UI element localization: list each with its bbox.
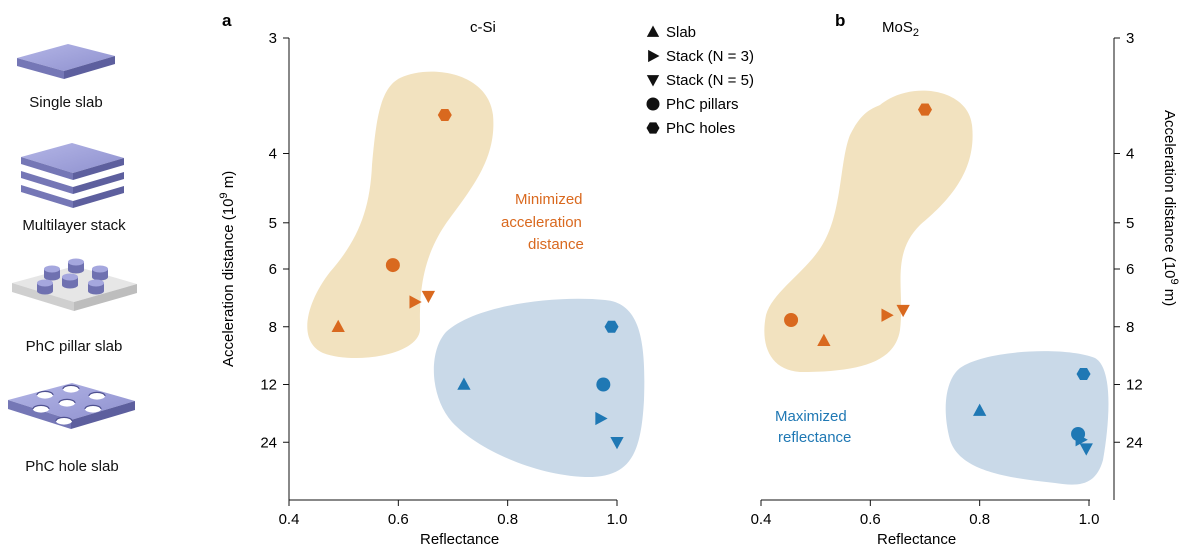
maximized-annotation: Maximized reflectance xyxy=(775,408,851,446)
panel-b-x-tick-label: 0.6 xyxy=(860,511,881,528)
multilayer-stack-label: Multilayer stack xyxy=(22,217,126,234)
legend: Slab Stack (N = 3) Stack (N = 5) PhC pil… xyxy=(646,24,754,137)
panel-b-y-tick-label: 5 xyxy=(1126,215,1134,232)
panel-a-x-ticks: 0.4 0.6 0.8 1.0 xyxy=(279,500,628,528)
panel-b-maximized-region xyxy=(945,351,1109,485)
panel-b-title: MoS2 xyxy=(882,19,919,39)
panel-b-point-circle-orange xyxy=(784,313,799,327)
panel-b-y-tick-label: 24 xyxy=(1126,434,1143,451)
panel-a-point-triangle-down-orange xyxy=(421,290,436,304)
panel-b-regions xyxy=(764,90,1109,485)
panel-a-title: c-Si xyxy=(470,19,496,36)
single-slab-label: Single slab xyxy=(29,94,103,111)
minimized-line-1: Minimized xyxy=(515,191,583,208)
hole-slab-illustration xyxy=(8,383,135,429)
panel-a-x-axis-label: Reflectance xyxy=(420,531,499,548)
panel-a-y-tick-label: 24 xyxy=(260,434,277,451)
pillar-slab-illustration xyxy=(12,258,137,311)
panel-b-points xyxy=(784,103,1093,456)
panel-a-point-triangle-right-orange xyxy=(409,295,422,309)
panel-b-point-triangle-down-orange xyxy=(896,304,910,318)
panel-b-point-hexagon-orange xyxy=(918,103,932,116)
panel-a-point-triangle-down-blue xyxy=(610,437,624,450)
panel-a-x-tick-label: 1.0 xyxy=(607,511,628,528)
panel-a-maximized-region xyxy=(433,298,645,478)
panel-b-point-triangle-up-orange xyxy=(817,333,831,346)
legend-marker-hexagon xyxy=(646,122,660,134)
panel-b-y-axis-label: Acceleration distance (109 m) xyxy=(1161,110,1180,306)
maximized-line-1: Maximized xyxy=(775,408,847,425)
maximized-line-2: reflectance xyxy=(778,429,851,446)
legend-label-slab: Slab xyxy=(666,24,696,41)
legend-marker-triangle-up xyxy=(646,25,660,37)
panel-b-minimized-region xyxy=(764,90,973,372)
minimized-annotation: Minimized acceleration distance xyxy=(501,191,584,253)
panel-a-point-hexagon-orange xyxy=(437,108,452,122)
panel-b-x-axis-label: Reflectance xyxy=(877,531,956,548)
panel-b-point-triangle-down-blue xyxy=(1079,443,1093,456)
legend-marker-circle xyxy=(646,97,660,111)
panel-a-y-tick-label: 6 xyxy=(269,261,277,278)
legend-label-pillars: PhC pillars xyxy=(666,96,739,113)
panel-b-y-tick-label: 12 xyxy=(1126,377,1143,394)
panel-a-x-tick-label: 0.4 xyxy=(279,511,300,528)
panel-a-x-tick-label: 0.6 xyxy=(388,511,409,528)
panel-a-y-tick-label: 4 xyxy=(269,146,277,163)
panel-b-x-tick-label: 1.0 xyxy=(1079,511,1100,528)
panel-a-y-ticks: 3 4 5 6 8 12 24 xyxy=(260,30,289,451)
panel-a-y-tick-label: 12 xyxy=(260,377,277,394)
panel-a-letter: a xyxy=(222,11,232,30)
minimized-line-3: distance xyxy=(528,236,584,253)
panel-b-point-triangle-right-orange xyxy=(881,308,894,322)
panel-a-point-circle-orange xyxy=(385,258,400,273)
panel-a-y-tick-label: 3 xyxy=(269,30,277,47)
panel-b-x-tick-label: 0.8 xyxy=(969,511,990,528)
panel-a-point-triangle-right-blue xyxy=(595,411,608,426)
panel-a-points xyxy=(331,108,624,450)
legend-label-holes: PhC holes xyxy=(666,120,735,137)
single-slab-illustration xyxy=(17,44,115,79)
panel-b-y-tick-label: 3 xyxy=(1126,30,1134,47)
panel-a-minimized-region xyxy=(307,71,494,359)
panel-b-point-hexagon-blue xyxy=(1076,367,1091,381)
legend-marker-triangle-down xyxy=(646,75,660,87)
panel-b-letter: b xyxy=(835,11,845,30)
panel-b-y-ticks: 3 4 5 6 8 12 24 xyxy=(1114,30,1143,451)
panel-a-point-circle-blue xyxy=(596,377,611,392)
legend-label-stack5: Stack (N = 5) xyxy=(666,72,754,89)
panel-a-y-tick-label: 5 xyxy=(269,215,277,232)
panel-b-x-tick-label: 0.4 xyxy=(751,511,772,528)
legend-marker-triangle-right xyxy=(648,49,660,63)
panel-a-regions xyxy=(307,71,645,478)
legend-label-stack3: Stack (N = 3) xyxy=(666,48,754,65)
panel-a-point-triangle-up-orange xyxy=(331,319,345,332)
panel-a-y-axis-label: Acceleration distance (109 m) xyxy=(218,171,237,367)
panel-a-point-hexagon-blue xyxy=(604,320,619,333)
panel-b-x-ticks: 0.4 0.6 0.8 1.0 xyxy=(751,500,1100,528)
hole-slab-label: PhC hole slab xyxy=(25,458,119,475)
minimized-line-2: acceleration xyxy=(501,214,582,231)
panel-b-point-triangle-up-blue xyxy=(973,403,987,416)
panel-a-point-triangle-up-blue xyxy=(457,377,471,390)
panel-a-y-tick-label: 8 xyxy=(269,319,277,336)
panel-b-y-tick-label: 4 xyxy=(1126,146,1134,163)
panel-b-y-tick-label: 8 xyxy=(1126,319,1134,336)
multilayer-stack-illustration xyxy=(21,143,124,208)
panel-b-y-tick-label: 6 xyxy=(1126,261,1134,278)
panel-a-x-tick-label: 0.8 xyxy=(497,511,518,528)
pillar-slab-label: PhC pillar slab xyxy=(25,338,123,355)
panel-b-point-circle-blue xyxy=(1071,427,1086,441)
